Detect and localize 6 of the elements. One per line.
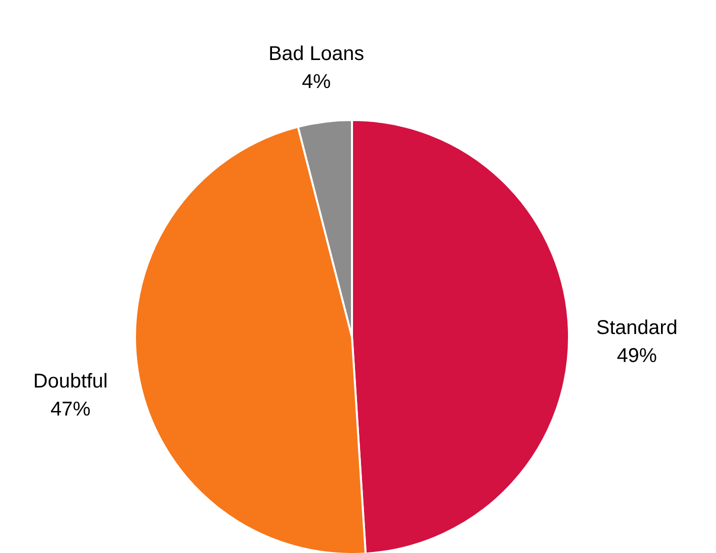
data-label: 49% [616,345,658,368]
slice-label: Standard [596,317,678,340]
slice-label: Bad Loans [268,43,364,66]
slice-label: Doubtful [33,370,108,393]
data-label: 47% [50,398,91,421]
data-label: 4% [302,71,331,94]
